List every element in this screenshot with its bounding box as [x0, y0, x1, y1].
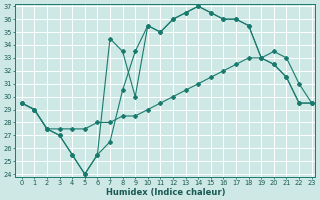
X-axis label: Humidex (Indice chaleur): Humidex (Indice chaleur)	[106, 188, 225, 197]
